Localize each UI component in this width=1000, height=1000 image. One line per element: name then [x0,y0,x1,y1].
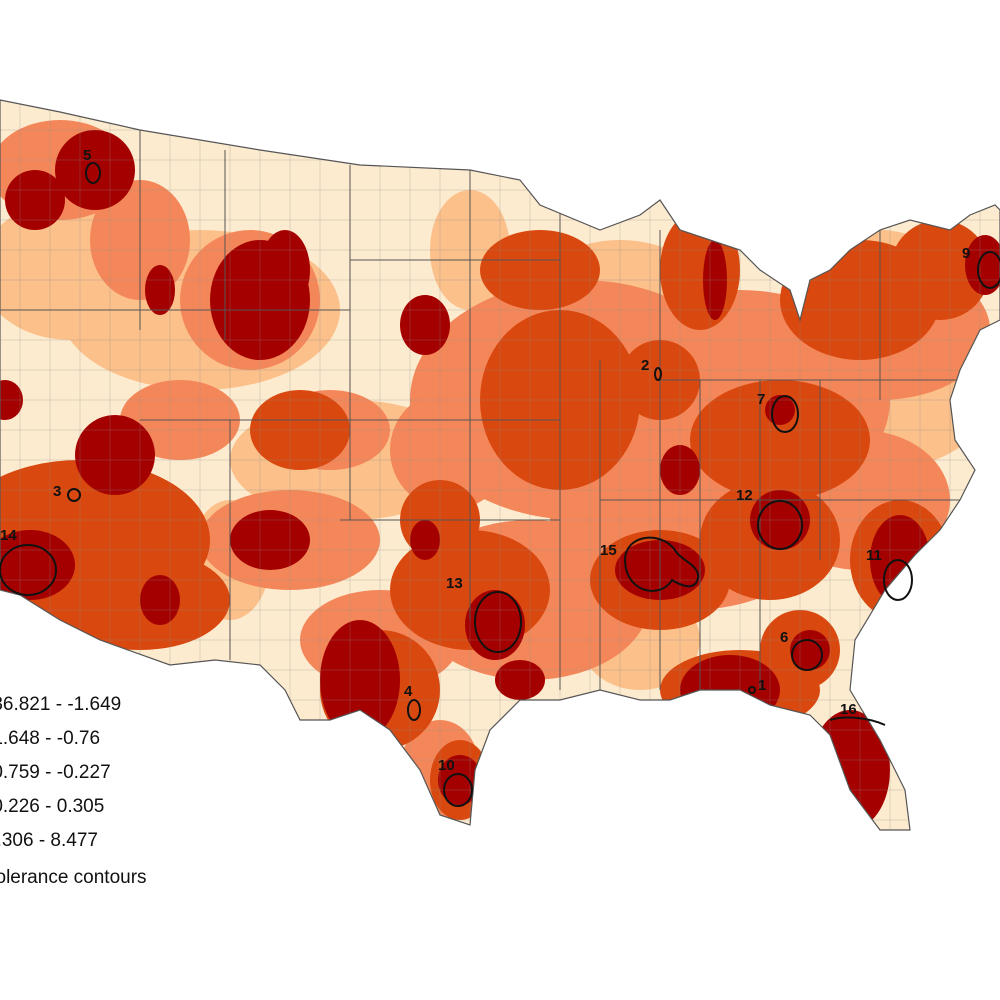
legend-contour-label: Tolerance contours [0,867,147,888]
legend-class-1: -36.821 - -1.649 [0,688,300,722]
legend-class-3: -0.759 - -0.227 [0,756,300,790]
cluster-label: 6 [780,629,788,646]
cluster-label: 12 [736,487,753,504]
contour-9 [977,251,1000,289]
contour-14 [0,544,57,596]
contour-10 [443,773,473,807]
tolerance-contours [0,162,1000,807]
contour-3 [67,488,81,502]
contour-16 [829,716,886,726]
cluster-label: 14 [0,527,17,544]
cluster-label: 15 [600,542,617,559]
legend-label: -36.821 - -1.649 [0,694,122,715]
contour-4 [407,699,421,721]
legend-class-2: -1.648 - -0.76 [0,722,300,756]
cluster-label: 3 [53,483,61,500]
contour-12 [757,500,803,550]
legend-label: -1.648 - -0.76 [0,728,101,749]
cluster-labels: 1 2 3 4 5 6 7 9 10 11 12 13 14 15 16 [0,147,970,774]
contour-15 [623,536,700,592]
cluster-label: 11 [866,547,882,564]
cluster-label: 1 [758,677,766,694]
cluster-label: 9 [962,245,970,262]
contour-2 [654,367,662,381]
cluster-label: 5 [83,147,91,164]
legend-class-4: -0.226 - 0.305 [0,790,300,824]
contour-1 [748,686,756,694]
legend-label: -0.759 - -0.227 [0,762,111,783]
cluster-label: 7 [757,391,765,408]
contour-7 [771,395,799,433]
cluster-label: 13 [446,575,463,592]
legend-label: -0.226 - 0.305 [0,796,105,817]
cluster-label: 2 [641,357,649,374]
legend-label: 0.306 - 8.477 [0,830,98,851]
cluster-label: 16 [840,701,857,718]
contour-11 [883,559,913,601]
cluster-label: 4 [404,683,413,700]
legend: -36.821 - -1.649 -1.648 - -0.76 -0.759 -… [0,688,300,888]
cluster-label: 10 [438,757,455,774]
contour-13 [474,591,522,653]
legend-class-5: 0.306 - 8.477 [0,824,300,858]
contour-6 [791,639,823,671]
contour-5 [85,162,101,184]
